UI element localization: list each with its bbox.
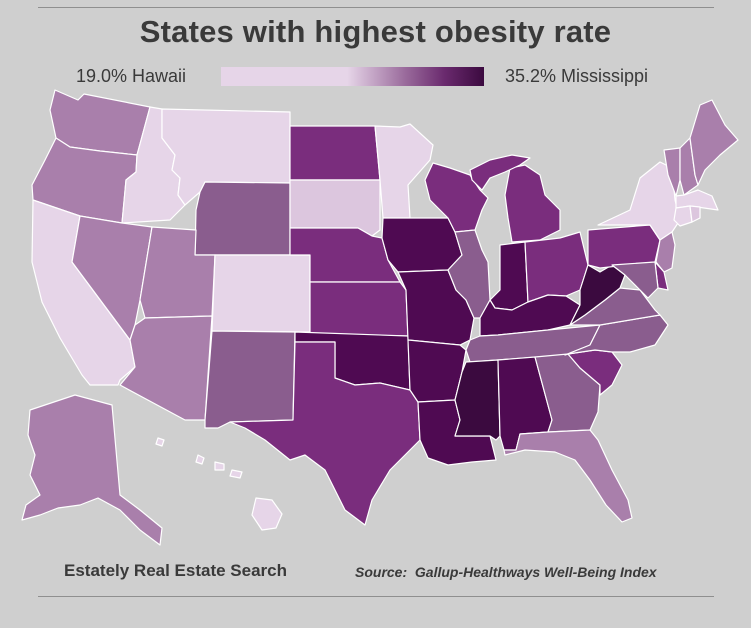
footer-brand: Estately Real Estate Search xyxy=(64,561,288,580)
state-MI-UP[interactable] xyxy=(469,154,531,191)
state-HI[interactable] xyxy=(155,437,283,531)
bottom-rule xyxy=(38,596,714,597)
state-CT[interactable] xyxy=(673,205,693,227)
state-CO[interactable] xyxy=(211,254,311,333)
source-label: Source: xyxy=(355,564,408,580)
state-NV[interactable] xyxy=(71,215,153,341)
state-NC[interactable] xyxy=(564,314,669,356)
top-rule xyxy=(38,7,714,8)
state-TX[interactable] xyxy=(229,341,421,526)
footer-source: Source: Gallup-Healthways Well-Being Ind… xyxy=(355,564,657,580)
state-IL[interactable] xyxy=(447,229,491,319)
state-IA[interactable] xyxy=(381,217,463,273)
state-RI[interactable] xyxy=(689,205,701,223)
state-PA[interactable] xyxy=(587,224,661,269)
state-AK[interactable] xyxy=(21,394,163,546)
state-MN[interactable] xyxy=(374,123,434,219)
state-VT[interactable] xyxy=(663,147,681,197)
state-IN[interactable] xyxy=(489,241,529,311)
map-title: States with highest obesity rate xyxy=(139,14,612,49)
state-NJ[interactable] xyxy=(655,231,676,273)
state-MI[interactable] xyxy=(504,164,561,243)
state-ME[interactable] xyxy=(689,99,739,186)
state-MS[interactable] xyxy=(454,359,501,441)
state-KS[interactable] xyxy=(309,281,409,337)
state-AZ[interactable] xyxy=(119,315,213,421)
state-FL[interactable] xyxy=(503,429,633,523)
state-NY[interactable] xyxy=(597,161,681,241)
legend-max-label: 35.2% Mississippi xyxy=(505,66,649,86)
state-WV[interactable] xyxy=(569,264,626,326)
state-ND[interactable] xyxy=(289,125,381,181)
state-NM[interactable] xyxy=(204,330,296,429)
legend-min-label: 19.0% Hawaii xyxy=(76,66,187,86)
legend-gradient-bar xyxy=(221,67,484,86)
state-WY[interactable] xyxy=(194,181,291,256)
source-text: Gallup-Healthways Well-Being Index xyxy=(414,564,657,580)
state-NE[interactable] xyxy=(289,227,401,283)
state-MD[interactable] xyxy=(611,261,659,299)
state-OH[interactable] xyxy=(524,231,589,303)
